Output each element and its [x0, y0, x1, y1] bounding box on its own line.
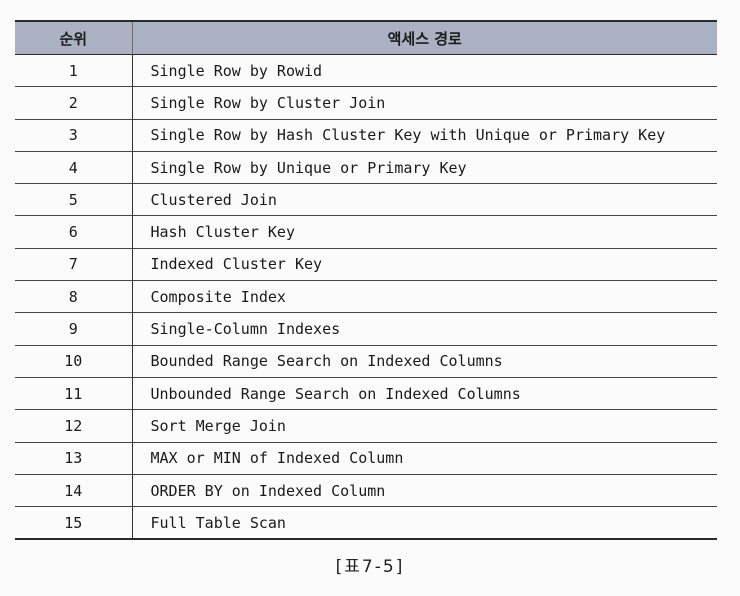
- table-row: 11 Unbounded Range Search on Indexed Colu…: [15, 377, 717, 411]
- table-row: 14 ORDER BY on Indexed Column: [15, 474, 717, 508]
- rank-cell: 3: [15, 119, 133, 152]
- access-path-cell: Bounded Range Search on Indexed Columns: [132, 345, 717, 378]
- access-path-cell: Single-Column Indexes: [132, 312, 717, 346]
- rank-cell: 4: [15, 151, 133, 185]
- table-row: 5 Clustered Join: [15, 183, 717, 217]
- rank-cell: 11: [15, 377, 133, 411]
- access-path-cell: Hash Cluster Key: [132, 215, 717, 249]
- rank-cell: 1: [15, 54, 133, 88]
- access-path-rank-table: 순위 액세스 경로 1 Single Row by Rowid 2 Single Ro…: [15, 20, 717, 541]
- table-row: 15 Full Table Scan: [15, 506, 717, 541]
- rank-cell: 15: [15, 506, 133, 541]
- table-row: 1 Single Row by Rowid: [15, 54, 717, 88]
- rank-cell: 10: [15, 345, 133, 378]
- header-access-path: 액세스 경로: [132, 20, 717, 55]
- table-row: 13 MAX or MIN of Indexed Column: [15, 442, 717, 475]
- access-path-cell: Single Row by Unique or Primary Key: [132, 151, 717, 185]
- access-path-cell: Single Row by Cluster Join: [132, 86, 717, 120]
- header-row: 순위 액세스 경로: [15, 20, 717, 55]
- access-path-cell: Single Row by Hash Cluster Key with Uniq…: [132, 119, 717, 152]
- table-row: 6 Hash Cluster Key: [15, 215, 717, 249]
- table-row: 2 Single Row by Cluster Join: [15, 86, 717, 120]
- table-row: 12 Sort Merge Join: [15, 409, 717, 443]
- rank-cell: 12: [15, 409, 133, 443]
- table-row: 8 Composite Index: [15, 280, 717, 314]
- access-path-cell: Composite Index: [132, 280, 717, 314]
- rank-cell: 9: [15, 312, 133, 346]
- access-path-cell: Full Table Scan: [132, 506, 717, 541]
- rank-cell: 14: [15, 474, 133, 508]
- table-row: 9 Single-Column Indexes: [15, 312, 717, 346]
- access-path-cell: MAX or MIN of Indexed Column: [132, 442, 717, 475]
- rank-cell: 6: [15, 215, 133, 249]
- table-caption: [표7-5]: [335, 557, 405, 577]
- table-row: 10 Bounded Range Search on Indexed Column…: [15, 345, 717, 378]
- access-path-cell: ORDER BY on Indexed Column: [132, 474, 717, 508]
- table-row: 4 Single Row by Unique or Primary Key: [15, 151, 717, 185]
- access-path-table-container: 순위 액세스 경로 1 Single Row by Rowid 2 Single Ro…: [15, 20, 717, 541]
- rank-cell: 8: [15, 280, 133, 314]
- table-header: 순위 액세스 경로: [15, 20, 717, 55]
- header-rank: 순위: [15, 20, 133, 55]
- rank-cell: 5: [15, 183, 133, 217]
- table-row: 7 Indexed Cluster Key: [15, 248, 717, 282]
- table-body: 1 Single Row by Rowid 2 Single Row by Clust…: [15, 54, 717, 541]
- access-path-cell: Indexed Cluster Key: [132, 248, 717, 282]
- access-path-cell: Sort Merge Join: [132, 409, 717, 443]
- access-path-cell: Clustered Join: [132, 183, 717, 217]
- rank-cell: 7: [15, 248, 133, 282]
- rank-cell: 13: [15, 442, 133, 475]
- access-path-cell: Unbounded Range Search on Indexed Column…: [132, 377, 717, 411]
- table-row: 3 Single Row by Hash Cluster Key with Uni…: [15, 119, 717, 152]
- rank-cell: 2: [15, 86, 133, 120]
- access-path-cell: Single Row by Rowid: [132, 54, 717, 88]
